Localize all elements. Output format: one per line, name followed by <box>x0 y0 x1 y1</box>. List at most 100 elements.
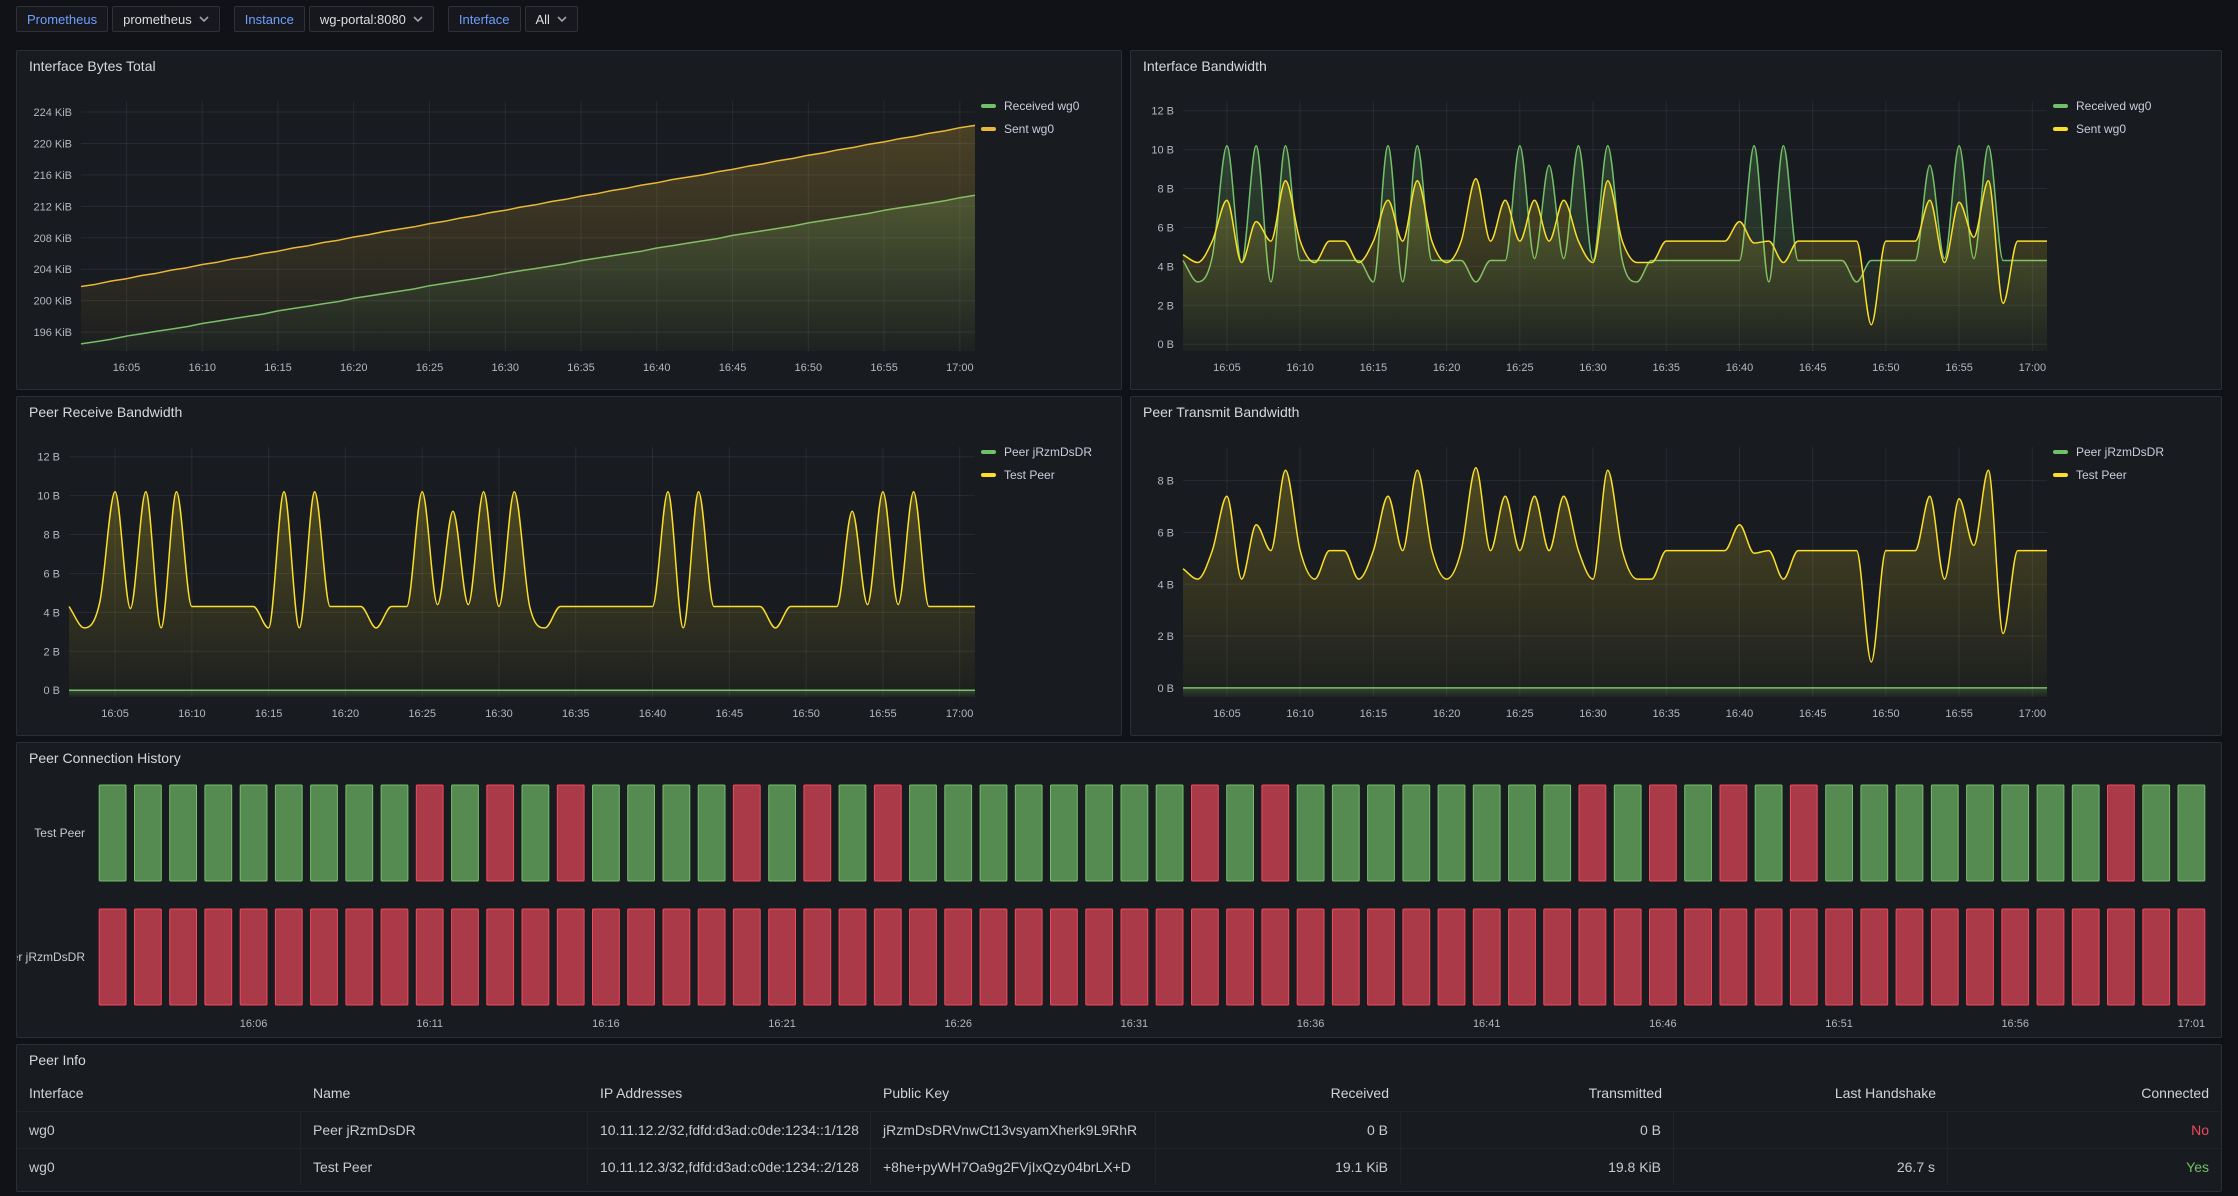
panel-peer-info: Peer Info Interface Name IP Addresses Pu… <box>16 1044 2222 1192</box>
legend-item[interactable]: Sent wg0 <box>2053 122 2221 136</box>
dashboard-grid: Interface Bytes Total 196 KiB200 KiB204 … <box>16 50 2222 1192</box>
variable-instance-selected: wg-portal:8080 <box>320 12 406 27</box>
column-header-interface[interactable]: Interface <box>17 1075 301 1111</box>
column-header-public-key[interactable]: Public Key <box>871 1075 1156 1111</box>
table-body: wg0Peer jRzmDsDR10.11.12.2/32,fdfd:d3ad:… <box>17 1111 2221 1185</box>
table-cell-name: Peer jRzmDsDR <box>301 1112 588 1148</box>
series-color-swatch <box>981 450 996 454</box>
svg-text:16:45: 16:45 <box>719 362 747 374</box>
svg-text:16:51: 16:51 <box>1825 1018 1853 1030</box>
panel-title[interactable]: Peer Connection History <box>17 743 2221 773</box>
svg-text:224 KiB: 224 KiB <box>33 107 72 119</box>
svg-text:16:56: 16:56 <box>2001 1018 2029 1030</box>
svg-text:16:11: 16:11 <box>416 1018 443 1030</box>
svg-text:17:00: 17:00 <box>2019 708 2047 720</box>
column-header-connected[interactable]: Connected <box>1948 1075 2221 1111</box>
chevron-down-icon <box>557 16 567 22</box>
series-color-swatch <box>981 473 996 477</box>
svg-text:16:25: 16:25 <box>1506 708 1534 720</box>
panel-title[interactable]: Peer Transmit Bandwidth <box>1131 397 2221 427</box>
svg-text:6 B: 6 B <box>1157 222 1174 234</box>
table-cell-connected: Yes <box>1948 1149 2221 1185</box>
svg-text:16:05: 16:05 <box>101 708 129 720</box>
table-cell-interface: wg0 <box>17 1149 301 1185</box>
table-cell-transmitted: 0 B <box>1401 1112 1674 1148</box>
variable-instance-value[interactable]: wg-portal:8080 <box>309 6 434 32</box>
svg-text:16:45: 16:45 <box>1799 362 1827 374</box>
svg-text:4 B: 4 B <box>1157 261 1174 273</box>
svg-text:16:15: 16:15 <box>264 362 292 374</box>
table-cell-connected: No <box>1948 1112 2221 1148</box>
table-cell-ip-addresses: 10.11.12.3/32,fdfd:d3ad:c0de:1234::2/128 <box>588 1149 871 1185</box>
legend-item[interactable]: Peer jRzmDsDR <box>981 445 1121 459</box>
svg-text:16:55: 16:55 <box>1945 708 1973 720</box>
svg-text:16:05: 16:05 <box>113 362 141 374</box>
svg-text:216 KiB: 216 KiB <box>33 170 72 182</box>
column-header-received[interactable]: Received <box>1156 1075 1401 1111</box>
status-history-chart[interactable]: Test PeerPeer jRzmDsDR16:0616:1116:1616:… <box>17 773 2221 1037</box>
panel-interface-bandwidth: Interface Bandwidth 0 B2 B4 B6 B8 B10 B1… <box>1130 50 2222 390</box>
svg-text:16:50: 16:50 <box>1872 362 1900 374</box>
variable-prometheus-label[interactable]: Prometheus <box>16 6 108 32</box>
table-row: wg0Peer jRzmDsDR10.11.12.2/32,fdfd:d3ad:… <box>17 1111 2221 1148</box>
timeseries-chart[interactable]: 0 B2 B4 B6 B8 B10 B12 B16:0516:1016:1516… <box>1131 81 2053 389</box>
legend-item[interactable]: Received wg0 <box>981 99 1121 113</box>
legend-label: Sent wg0 <box>2076 122 2126 136</box>
timeseries-chart[interactable]: 0 B2 B4 B6 B8 B16:0516:1016:1516:2016:25… <box>1131 427 2053 735</box>
svg-text:16:40: 16:40 <box>1726 708 1754 720</box>
svg-text:16:21: 16:21 <box>768 1018 796 1030</box>
svg-text:16:50: 16:50 <box>792 708 820 720</box>
variable-interface-label[interactable]: Interface <box>448 6 521 32</box>
svg-text:17:00: 17:00 <box>2019 362 2047 374</box>
column-header-last-handshake[interactable]: Last Handshake <box>1674 1075 1948 1111</box>
variables-bar: Prometheus prometheus Instance wg-portal… <box>0 0 2238 32</box>
timeseries-chart[interactable]: 0 B2 B4 B6 B8 B10 B12 B16:0516:1016:1516… <box>17 427 981 735</box>
series-color-swatch <box>2053 127 2068 131</box>
svg-text:16:50: 16:50 <box>795 362 823 374</box>
variable-instance: Instance wg-portal:8080 <box>234 6 434 32</box>
legend-label: Test Peer <box>1004 468 1055 482</box>
variable-interface-value[interactable]: All <box>525 6 578 32</box>
svg-text:16:36: 16:36 <box>1297 1018 1325 1030</box>
legend-item[interactable]: Test Peer <box>981 468 1121 482</box>
panel-peer-transmit-bandwidth: Peer Transmit Bandwidth 0 B2 B4 B6 B8 B1… <box>1130 396 2222 736</box>
svg-text:16:20: 16:20 <box>332 708 360 720</box>
legend-label: Received wg0 <box>2076 99 2151 113</box>
status-row-label: Peer jRzmDsDR <box>17 950 85 964</box>
svg-text:196 KiB: 196 KiB <box>33 327 72 339</box>
svg-text:16:55: 16:55 <box>1945 362 1973 374</box>
svg-text:8 B: 8 B <box>43 530 60 542</box>
svg-text:12 B: 12 B <box>1151 106 1174 118</box>
svg-text:16:46: 16:46 <box>1649 1018 1677 1030</box>
svg-text:0 B: 0 B <box>43 685 60 697</box>
svg-text:4 B: 4 B <box>43 607 60 619</box>
variable-prometheus-value[interactable]: prometheus <box>112 6 220 32</box>
column-header-ip-addresses[interactable]: IP Addresses <box>588 1075 871 1111</box>
legend-item[interactable]: Sent wg0 <box>981 122 1121 136</box>
svg-text:16:10: 16:10 <box>178 708 206 720</box>
svg-text:16:25: 16:25 <box>416 362 444 374</box>
timeseries-chart[interactable]: 196 KiB200 KiB204 KiB208 KiB212 KiB216 K… <box>17 81 981 389</box>
variable-instance-label[interactable]: Instance <box>234 6 305 32</box>
svg-text:16:30: 16:30 <box>485 708 513 720</box>
panel-title[interactable]: Interface Bytes Total <box>17 51 1121 81</box>
svg-text:0 B: 0 B <box>1157 339 1174 351</box>
panel-title[interactable]: Peer Info <box>17 1045 2221 1075</box>
svg-text:16:41: 16:41 <box>1473 1018 1501 1030</box>
svg-text:16:05: 16:05 <box>1213 708 1241 720</box>
legend-item[interactable]: Received wg0 <box>2053 99 2221 113</box>
column-header-transmitted[interactable]: Transmitted <box>1401 1075 1674 1111</box>
svg-text:16:15: 16:15 <box>255 708 283 720</box>
svg-text:17:00: 17:00 <box>946 708 974 720</box>
chevron-down-icon <box>199 16 209 22</box>
chart-legend: Peer jRzmDsDR Test Peer <box>2053 427 2221 735</box>
table-cell-public-key: +8he+pyWH7Oa9g2FVjIxQzy04brLX+D <box>871 1149 1156 1185</box>
svg-text:2 B: 2 B <box>1157 631 1174 643</box>
legend-item[interactable]: Test Peer <box>2053 468 2221 482</box>
variable-interface: Interface All <box>448 6 578 32</box>
panel-title[interactable]: Interface Bandwidth <box>1131 51 2221 81</box>
column-header-name[interactable]: Name <box>301 1075 588 1111</box>
svg-text:8 B: 8 B <box>1157 476 1174 488</box>
legend-item[interactable]: Peer jRzmDsDR <box>2053 445 2221 459</box>
panel-title[interactable]: Peer Receive Bandwidth <box>17 397 1121 427</box>
